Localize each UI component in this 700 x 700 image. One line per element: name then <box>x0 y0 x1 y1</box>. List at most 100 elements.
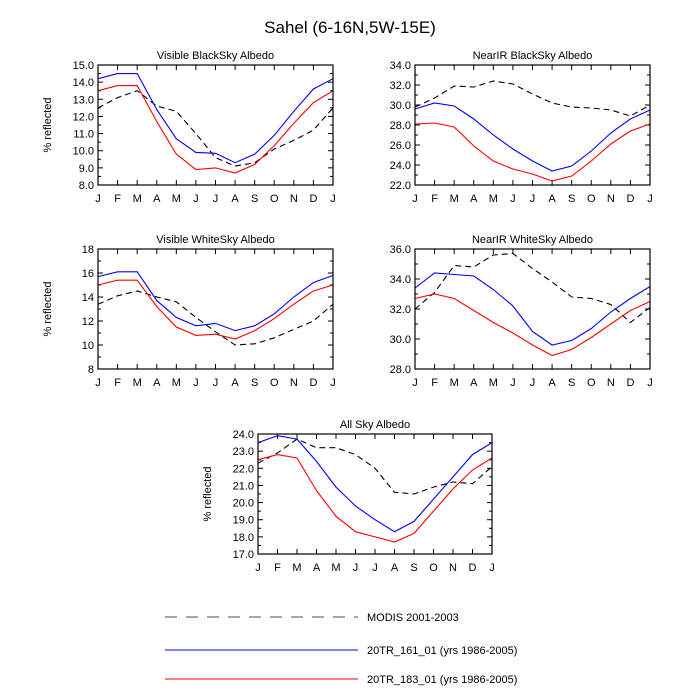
x-tick-label: O <box>587 193 596 205</box>
panel-visible-whitesky-albedo: Visible WhiteSky Albedo % reflected 8 10 12 1… <box>42 234 336 389</box>
y-tick-label: 34.0 <box>390 274 411 286</box>
x-tick-label: A <box>470 193 478 205</box>
x-tick-label: J <box>412 377 418 389</box>
y-tick-label: 23.0 <box>233 446 254 458</box>
x-tick-label: J <box>213 377 219 389</box>
y-tick-label: 22.0 <box>390 180 411 192</box>
x-tick-label: N <box>607 193 615 205</box>
x-tick-label: J <box>95 377 101 389</box>
panel-title: NearIR BlackSky Albedo <box>473 50 593 62</box>
y-tick-label: 17.0 <box>233 549 254 561</box>
x-tick-label: J <box>647 377 653 389</box>
x-tick-label: M <box>489 377 498 389</box>
x-tick-label: M <box>133 193 142 205</box>
x-tick-label: A <box>231 193 239 205</box>
series-line-modis-2001-2003 <box>97 290 334 346</box>
y-tick-label: 14 <box>82 292 94 304</box>
x-tick-label: O <box>587 377 596 389</box>
x-tick-label: J <box>412 193 418 205</box>
y-tick-label: 18 <box>82 244 94 256</box>
y-tick-label: 12.0 <box>73 111 94 123</box>
series-line-modis-2001-2003 <box>414 252 651 324</box>
series-line-20tr-161-01-yrs-1986-2005 <box>257 435 493 533</box>
y-tick-label: 34.0 <box>390 60 411 72</box>
y-tick-label: 30.0 <box>390 100 411 112</box>
y-tick-label: 26.0 <box>390 140 411 152</box>
series-line-modis-2001-2003 <box>97 90 334 167</box>
x-tick-label: J <box>510 193 516 205</box>
series-line-20tr-183-01-yrs-1986-2005 <box>257 454 493 543</box>
series-line-20tr-161-01-yrs-1986-2005 <box>97 73 334 164</box>
x-tick-label: O <box>270 377 279 389</box>
x-tick-label: J <box>213 193 219 205</box>
series-line-20tr-183-01-yrs-1986-2005 <box>97 279 334 340</box>
x-tick-label: D <box>469 562 477 574</box>
x-tick-label: F <box>274 562 281 574</box>
y-tick-label: 32.0 <box>390 80 411 92</box>
panel-title: All Sky Albedo <box>340 419 410 431</box>
series-line-20tr-161-01-yrs-1986-2005 <box>97 271 334 332</box>
x-tick-label: M <box>172 193 181 205</box>
x-tick-label: M <box>450 377 459 389</box>
x-tick-label: O <box>270 193 279 205</box>
x-tick-label: M <box>172 377 181 389</box>
plot-frame <box>414 64 651 186</box>
y-tick-label: 13.0 <box>73 94 94 106</box>
plot-frame <box>257 433 493 555</box>
y-tick-label: 10 <box>82 340 94 352</box>
y-tick-label: 16 <box>82 268 94 280</box>
y-tick-label: 18.0 <box>233 532 254 544</box>
x-tick-label: A <box>313 562 321 574</box>
y-tick-label: 9.0 <box>79 163 94 175</box>
x-tick-label: A <box>153 377 161 389</box>
x-tick-label: J <box>647 193 653 205</box>
series-line-20tr-161-01-yrs-1986-2005 <box>414 272 651 346</box>
x-tick-label: J <box>330 193 336 205</box>
x-tick-label: N <box>290 193 298 205</box>
panel-all-sky-albedo: All Sky Albedo % reflected 17.0 18.0 19.0 20.… <box>202 419 495 574</box>
x-tick-label: J <box>510 377 516 389</box>
panel-visible-blacksky-albedo: Visible BlackSky Albedo % reflected 8.0 9.0… <box>42 50 336 205</box>
series-line-20tr-161-01-yrs-1986-2005 <box>414 102 651 172</box>
x-tick-label: M <box>133 377 142 389</box>
y-tick-label: 28.0 <box>390 364 411 376</box>
y-tick-label: 8.0 <box>79 180 94 192</box>
x-tick-label: N <box>449 562 457 574</box>
panel-title: Visible BlackSky Albedo <box>157 50 274 62</box>
figure-title: Sahel (6-16N,5W-15E) <box>264 18 436 37</box>
x-tick-label: S <box>410 562 417 574</box>
x-tick-label: J <box>193 193 199 205</box>
x-tick-label: J <box>372 562 378 574</box>
plot-frame <box>414 248 651 370</box>
x-tick-label: S <box>251 193 258 205</box>
panels: Visible BlackSky Albedo % reflected 8.0 9.0… <box>42 50 653 574</box>
panel-nearir-blacksky-albedo: NearIR BlackSky Albedo 22.0 24.0 26.0 28.0 30… <box>390 50 653 205</box>
x-tick-label: N <box>290 377 298 389</box>
x-tick-label: J <box>353 562 359 574</box>
legend-label: MODIS 2001-2003 <box>367 612 459 624</box>
x-tick-label: A <box>231 377 239 389</box>
y-tick-label: 28.0 <box>390 120 411 132</box>
x-tick-label: A <box>548 377 556 389</box>
x-tick-label: D <box>309 193 317 205</box>
plot-frame <box>97 64 334 186</box>
x-tick-label: S <box>251 377 258 389</box>
x-tick-label: F <box>431 377 438 389</box>
y-axis-label: % reflected <box>202 466 214 521</box>
y-tick-label: 10.0 <box>73 146 94 158</box>
y-tick-label: 11.0 <box>73 129 94 141</box>
x-tick-label: J <box>330 377 336 389</box>
x-tick-label: O <box>429 562 438 574</box>
x-tick-label: D <box>626 193 634 205</box>
y-tick-label: 24.0 <box>233 429 254 441</box>
y-tick-label: 24.0 <box>390 160 411 172</box>
x-tick-label: J <box>193 377 199 389</box>
x-tick-label: A <box>470 377 478 389</box>
legend-label: 20TR_161_01 (yrs 1986-2005) <box>367 645 517 657</box>
x-tick-label: M <box>489 193 498 205</box>
x-tick-label: J <box>530 377 536 389</box>
x-tick-label: A <box>391 562 399 574</box>
x-tick-label: A <box>548 193 556 205</box>
x-tick-label: F <box>431 193 438 205</box>
